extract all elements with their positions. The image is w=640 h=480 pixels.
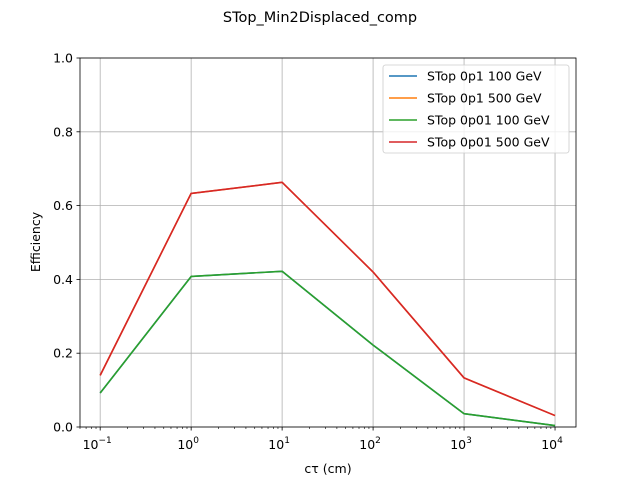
y-tick-label: 0.6 [53,198,73,213]
legend-box [382,64,570,154]
legend-label: STop 0p1 100 GeV [427,69,542,84]
x-tick-label: 101 [268,436,290,452]
x-tick-label: 102 [359,436,381,452]
series-line [99,181,556,417]
chart-title: STop_Min2Displaced_comp [223,10,417,26]
x-tick-label: 10−1 [83,436,112,452]
axis-ticks: 10−1 100 101 102 103 104 0.0 0.2 0.4 0.6 0.8 1.0 [53,51,563,453]
plot-lines [99,181,556,427]
series-line [99,270,556,427]
y-axis-label: Efficiency [28,211,43,272]
y-tick-label: 0.4 [53,272,73,287]
x-tick-label: 104 [541,436,563,452]
x-tick-label: 103 [450,436,472,452]
legend: STop 0p1 100 GeV STop 0p1 500 GeV STop 0p0… [382,64,570,154]
legend-label: STop 0p01 100 GeV [427,113,550,128]
y-tick-label: 0.2 [53,346,73,361]
legend-label: STop 0p1 500 GeV [427,91,542,106]
legend-label: STop 0p01 500 GeV [427,135,550,150]
x-axis-label: cτ (cm) [304,461,351,476]
y-tick-label: 1.0 [53,51,73,66]
x-tick-label: 100 [177,436,199,452]
plot-frame [79,57,577,428]
series-line [99,270,556,427]
y-tick-label: 0.8 [53,124,73,139]
y-tick-label: 0.0 [53,420,73,435]
series-line [99,181,556,417]
